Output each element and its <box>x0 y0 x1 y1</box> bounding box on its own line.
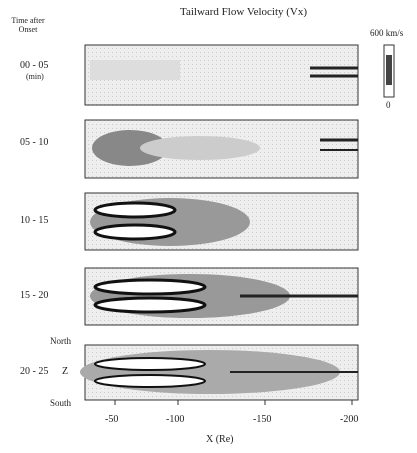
title: Tailward Flow Velocity (Vx) <box>180 6 308 18</box>
x-tick-label: -50 <box>105 414 119 425</box>
colorbar-min: 0 <box>386 100 391 110</box>
row-header: Time after Onset <box>11 16 45 34</box>
panel-unit: (min) <box>26 72 44 81</box>
z-label: Z <box>62 366 69 377</box>
panel-5 <box>80 344 359 401</box>
panel-label: 00 - 05 <box>20 60 49 71</box>
panel-4 <box>84 267 359 326</box>
colorbar-max: 600 km/s <box>370 28 404 38</box>
panel-2 <box>84 119 359 179</box>
panel-label: 20 - 25 <box>20 366 49 377</box>
x-tick-label: -200 <box>340 414 359 425</box>
x-ticks <box>114 400 353 405</box>
x-tick-label: -100 <box>166 414 185 425</box>
z-bottom: South <box>50 398 72 408</box>
panel-label: 10 - 15 <box>20 215 49 226</box>
x-tick-label: -150 <box>253 414 272 425</box>
panel-label: 05 - 10 <box>20 137 49 148</box>
colorbar <box>383 44 395 98</box>
panel-label: 15 - 20 <box>20 290 49 301</box>
panel-1 <box>84 44 359 106</box>
x-axis-label: X (Re) <box>206 434 234 445</box>
panel-3 <box>84 192 359 251</box>
z-top: North <box>50 336 71 346</box>
